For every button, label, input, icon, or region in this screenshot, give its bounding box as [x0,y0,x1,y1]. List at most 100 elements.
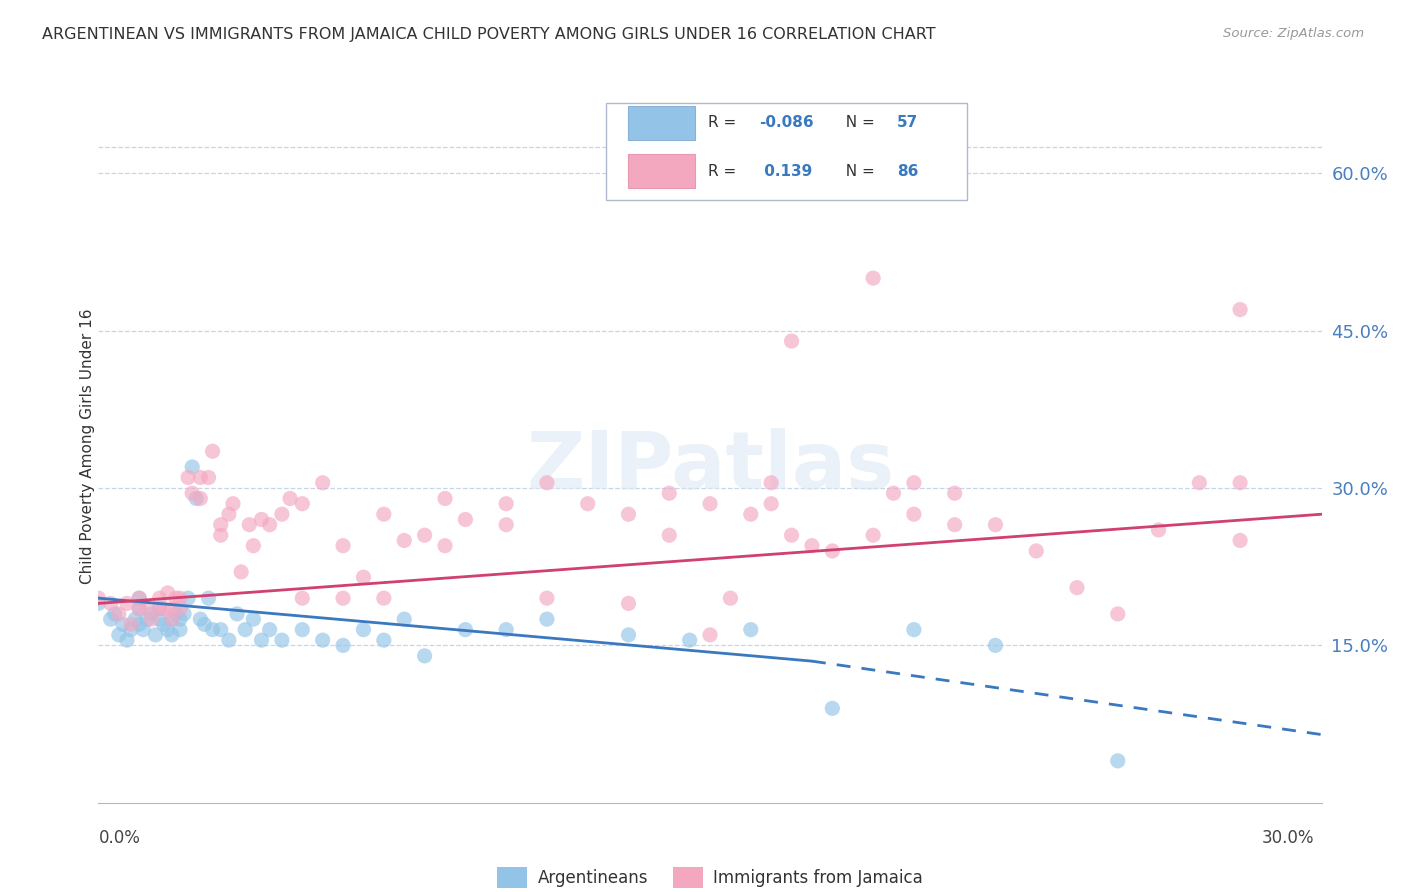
Point [100,596,122,610]
Point [883,486,905,500]
Point [201,623,224,637]
Point [156,623,179,637]
Point [115,596,138,610]
Point [141,612,163,626]
Point [984,517,1007,532]
Point [128,601,150,615]
Point [495,623,517,637]
FancyBboxPatch shape [606,103,967,200]
Point [145,628,167,642]
Point [373,591,395,606]
Point [1188,475,1211,490]
Point [278,491,301,506]
Point [250,512,273,526]
Point [740,623,762,637]
Point [1107,607,1129,621]
Point [984,639,1007,653]
Point [617,628,640,642]
Point [136,601,159,615]
Point [617,596,640,610]
Point [128,591,150,606]
Legend: Argentineans, Immigrants from Jamaica: Argentineans, Immigrants from Jamaica [491,861,929,892]
Point [1107,754,1129,768]
Point [197,470,219,484]
Point [434,491,457,506]
Point [156,586,179,600]
Point [120,623,142,637]
Point [862,528,884,542]
Point [120,617,142,632]
Point [903,623,925,637]
Point [352,570,374,584]
Point [250,633,273,648]
Point [780,528,803,542]
Point [699,497,721,511]
Point [218,507,240,521]
Point [209,623,232,637]
Point [149,601,172,615]
Point [699,628,721,642]
Point [141,607,163,621]
Point [238,517,260,532]
Point [173,607,195,621]
Point [821,544,844,558]
Text: ARGENTINEAN VS IMMIGRANTS FROM JAMAICA CHILD POVERTY AMONG GIRLS UNDER 16 CORREL: ARGENTINEAN VS IMMIGRANTS FROM JAMAICA C… [42,27,936,42]
Point [177,591,200,606]
Point [454,623,477,637]
Point [132,623,155,637]
Point [87,591,110,606]
Point [658,486,681,500]
Point [259,623,281,637]
Point [718,591,742,606]
Point [242,612,264,626]
Text: R =: R = [707,163,741,178]
Point [761,497,783,511]
Point [152,601,174,615]
Point [1392,260,1406,275]
Point [332,639,354,653]
Point [862,271,884,285]
Point [111,617,134,632]
Point [233,623,256,637]
Point [136,612,159,626]
Point [160,601,183,615]
Point [312,475,335,490]
Point [169,591,191,606]
Point [169,623,191,637]
Point [943,486,966,500]
Point [124,612,146,626]
Point [201,444,224,458]
Point [186,491,208,506]
Point [222,497,245,511]
Point [373,507,395,521]
Point [149,591,172,606]
Text: N =: N = [837,115,880,130]
Text: 86: 86 [897,163,918,178]
Point [128,617,150,632]
Point [332,539,354,553]
Point [1229,475,1251,490]
Point [242,539,264,553]
Point [903,507,925,521]
Point [495,517,517,532]
Point [1025,544,1047,558]
Text: -0.086: -0.086 [759,115,814,130]
Point [209,528,232,542]
Point [197,591,219,606]
Point [312,633,335,648]
Text: R =: R = [707,115,741,130]
Point [761,475,783,490]
Text: N =: N = [837,163,880,178]
Point [160,628,183,642]
Point [100,612,122,626]
Point [576,497,599,511]
Text: 0.139: 0.139 [759,163,813,178]
Point [434,539,457,553]
FancyBboxPatch shape [628,106,696,140]
Point [181,486,204,500]
Point [536,475,558,490]
Text: 57: 57 [897,115,918,130]
Point [332,591,354,606]
Point [291,623,314,637]
Point [165,607,187,621]
